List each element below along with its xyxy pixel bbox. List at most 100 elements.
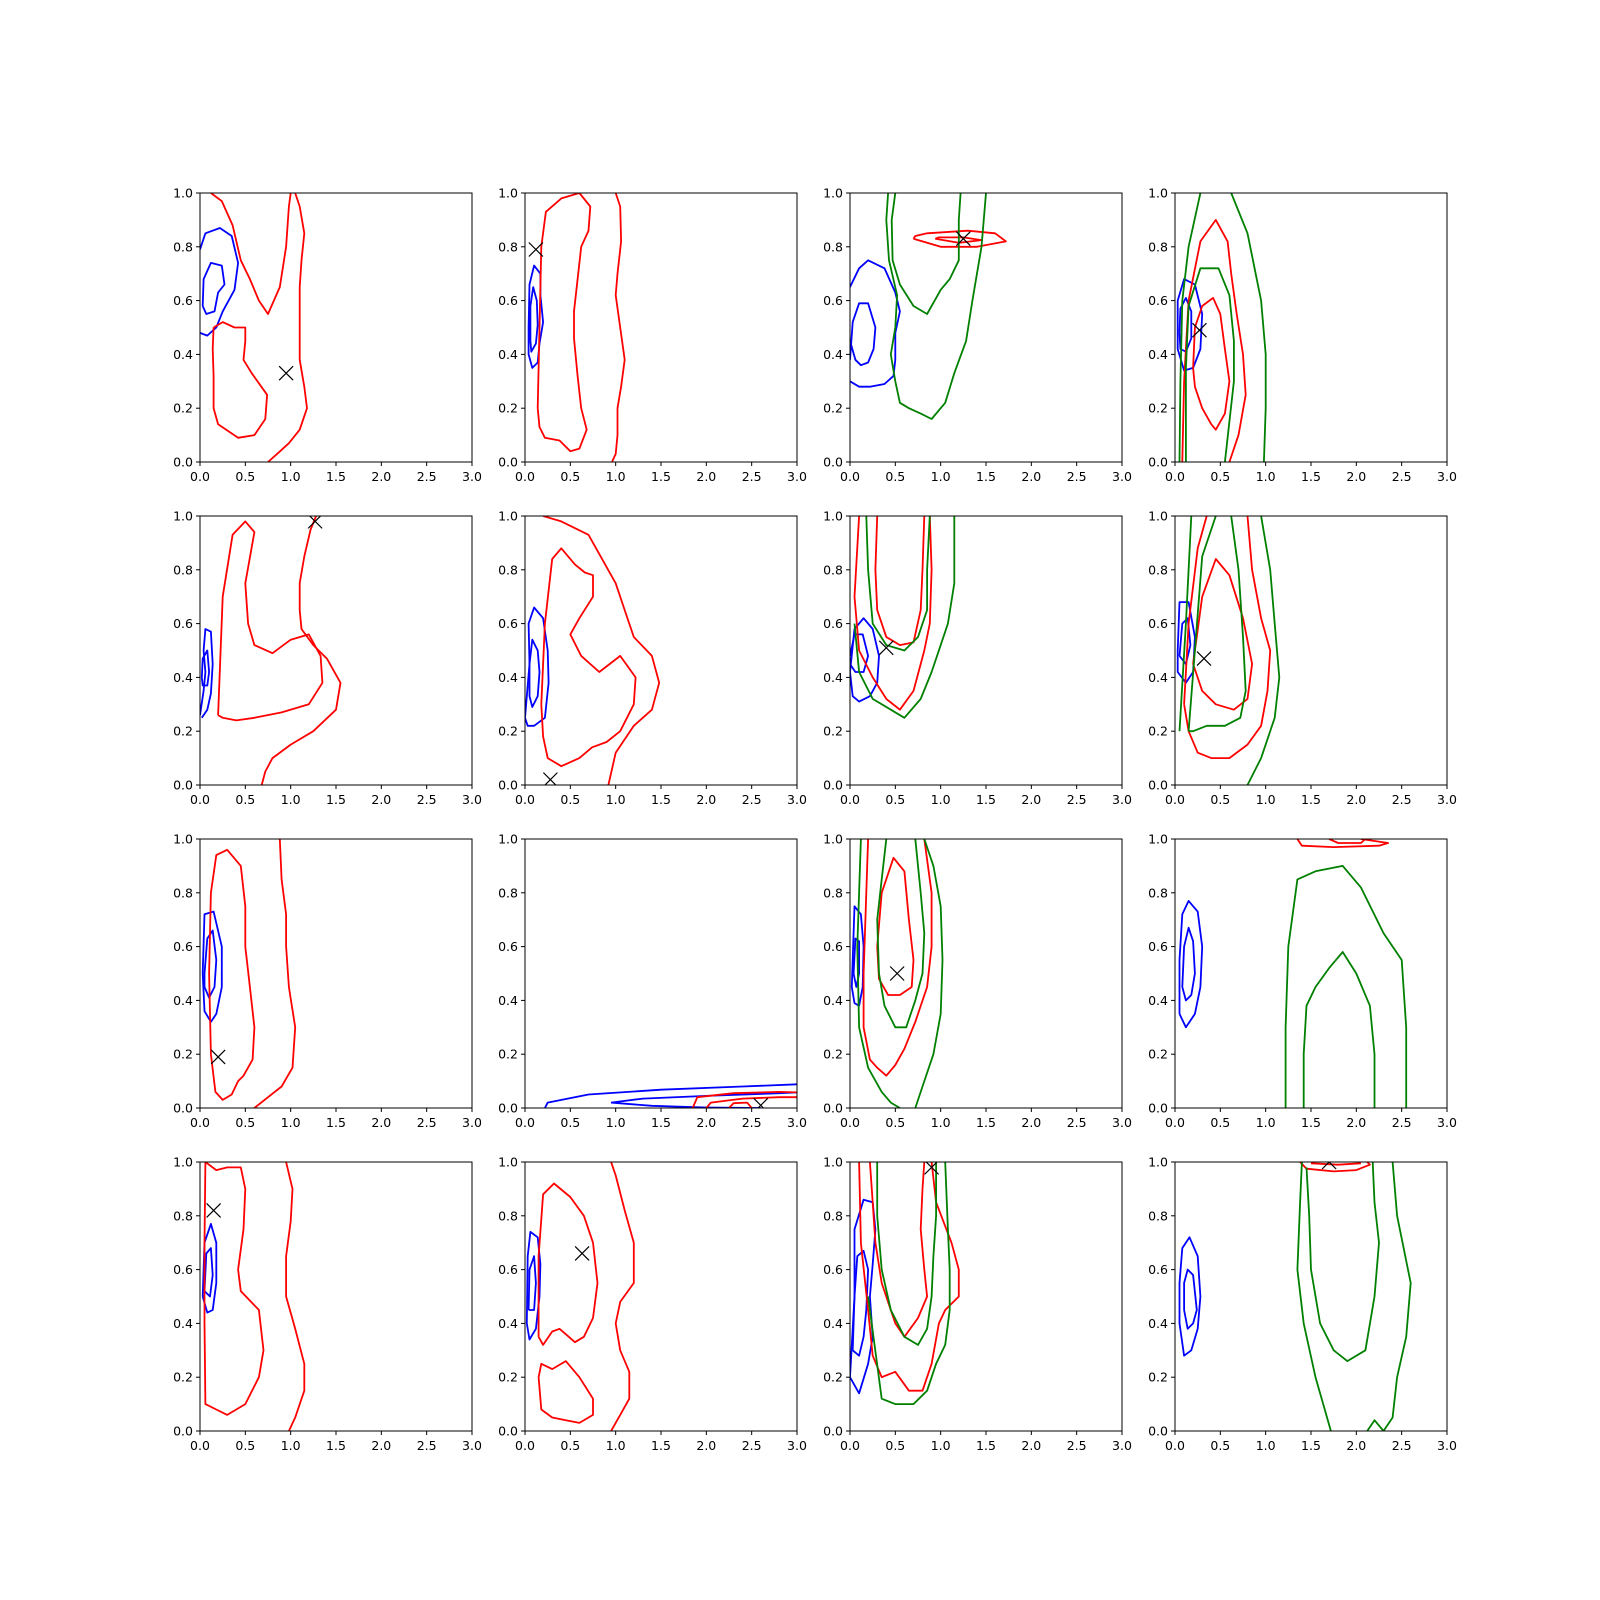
y-tick-label: 0.6: [173, 293, 193, 308]
x-tick-label: 0.0: [515, 792, 535, 807]
red-contour-5: [610, 1162, 635, 1431]
y-tick-label: 0.0: [498, 455, 518, 470]
red-contour-3: [537, 1182, 599, 1346]
x-tick-label: 1.5: [976, 469, 996, 484]
green-contour-8: [1178, 516, 1193, 732]
x-marker: [955, 231, 971, 247]
x-tick-label: 2.5: [1392, 792, 1412, 807]
blue-contour-2: [203, 929, 218, 999]
y-tick-label: 0.6: [498, 293, 518, 308]
y-tick-label: 0.4: [823, 347, 843, 362]
x-tick-label: 0.5: [235, 1438, 255, 1453]
x-tick-label: 2.0: [1021, 1115, 1041, 1130]
x-tick-label: 2.0: [371, 1438, 391, 1453]
plot-area: [1176, 516, 1281, 785]
x-tick-label: 0.0: [190, 792, 210, 807]
y-tick-label: 0.6: [1148, 293, 1168, 308]
y-tick-label: 0.4: [173, 1316, 193, 1331]
x-tick-label: 3.0: [1437, 469, 1457, 484]
panel-r2-c2: 0.0 0.5 1.0 1.5 2.0 2.5 3.0 0.0 0.2 0.4 0.6 0.8 1.0: [498, 509, 807, 808]
x-marker: [753, 1097, 769, 1108]
x-tick-label: 2.5: [1067, 1115, 1087, 1130]
red-contour-4: [874, 516, 926, 646]
blue-contour-2: [1183, 1268, 1198, 1330]
blue-contour-2: [852, 937, 860, 988]
x-tick-label: 1.5: [1301, 1115, 1321, 1130]
x-marker: [1321, 1162, 1337, 1170]
plot-area: [525, 516, 661, 785]
red-contour-4: [1181, 219, 1247, 462]
y-tick-label: 0.0: [1148, 1101, 1168, 1116]
x-tick-label: 0.0: [190, 1115, 210, 1130]
y-tick-label: 0.6: [1148, 939, 1168, 954]
red-contour-3: [876, 856, 915, 996]
x-tick-label: 2.0: [1021, 1438, 1041, 1453]
x-tick-label: 0.5: [1210, 792, 1230, 807]
red-contour-4: [869, 1162, 928, 1338]
green-contour-6: [867, 1162, 951, 1405]
x-tick-label: 3.0: [787, 792, 807, 807]
green-contour-7: [1230, 193, 1267, 462]
y-tick-label: 0.8: [498, 562, 518, 577]
x-tick-label: 0.0: [515, 469, 535, 484]
x-tick-label: 0.0: [190, 469, 210, 484]
red-contour-3: [203, 1162, 265, 1416]
green-contour-6: [885, 193, 987, 420]
blue-contour-1: [525, 1231, 542, 1341]
blue-contour-2: [201, 262, 226, 315]
red-contour-3: [858, 1162, 960, 1392]
x-marker: [206, 1202, 222, 1218]
y-tick-label: 0.4: [173, 993, 193, 1008]
y-tick-label: 0.8: [498, 885, 518, 900]
blue-contour-1: [201, 910, 223, 1023]
y-tick-label: 0.0: [498, 1101, 518, 1116]
blue-contour-1: [1178, 900, 1204, 1029]
red-contour-4: [285, 1162, 306, 1431]
y-tick-label: 1.0: [823, 509, 843, 524]
y-tick-label: 0.6: [823, 293, 843, 308]
y-tick-label: 0.2: [1148, 401, 1168, 416]
red-contour-3: [540, 547, 637, 768]
y-tick-label: 0.2: [1148, 724, 1168, 739]
x-marker: [889, 966, 905, 981]
y-tick-label: 0.8: [1148, 239, 1168, 254]
x-tick-label: 1.5: [976, 1115, 996, 1130]
x-tick-label: 0.0: [515, 1438, 535, 1453]
x-tick-label: 3.0: [1112, 1115, 1132, 1130]
y-tick-label: 0.4: [823, 1316, 843, 1331]
green-contour-6: [853, 516, 956, 719]
y-tick-label: 0.8: [173, 562, 193, 577]
y-tick-label: 0.0: [498, 1424, 518, 1439]
y-tick-label: 0.4: [823, 993, 843, 1008]
x-tick-label: 0.5: [1210, 469, 1230, 484]
x-tick-label: 1.5: [651, 469, 671, 484]
y-tick-label: 0.2: [498, 1370, 518, 1385]
y-tick-label: 0.6: [173, 616, 193, 631]
x-tick-label: 1.5: [326, 792, 346, 807]
axes-frame: [1174, 515, 1448, 786]
x-tick-label: 1.5: [326, 1438, 346, 1453]
panel-r3-c4: 0.0 0.5 1.0 1.5 2.0 2.5 3.0 0.0 0.2 0.4 0.6 0.8 1.0: [1148, 832, 1457, 1131]
y-tick-label: 0.2: [498, 724, 518, 739]
x-tick-label: 2.5: [417, 469, 437, 484]
y-tick-label: 0.0: [1148, 455, 1168, 470]
y-tick-label: 0.2: [498, 401, 518, 416]
x-tick-label: 0.5: [1210, 1438, 1230, 1453]
blue-contour-1: [1178, 1236, 1202, 1357]
y-tick-label: 0.4: [1148, 670, 1168, 685]
plot-area: [200, 516, 342, 785]
y-tick-label: 0.2: [173, 1370, 193, 1385]
y-tick-label: 0.8: [173, 885, 193, 900]
green-contour-5: [1284, 865, 1408, 1108]
x-tick-label: 2.0: [371, 1115, 391, 1130]
panel-r4-c3: 0.0 0.5 1.0 1.5 2.0 2.5 3.0 0.0 0.2 0.4 0.6 0.8 1.0: [823, 1155, 1132, 1454]
x-tick-label: 0.5: [885, 469, 905, 484]
y-tick-label: 0.8: [823, 885, 843, 900]
y-tick-label: 0.4: [1148, 1316, 1168, 1331]
y-tick-label: 0.8: [823, 239, 843, 254]
red-contour-3: [1192, 558, 1253, 711]
y-tick-label: 0.6: [823, 939, 843, 954]
red-contour-4: [542, 516, 661, 785]
green-contour-6: [1187, 516, 1217, 732]
